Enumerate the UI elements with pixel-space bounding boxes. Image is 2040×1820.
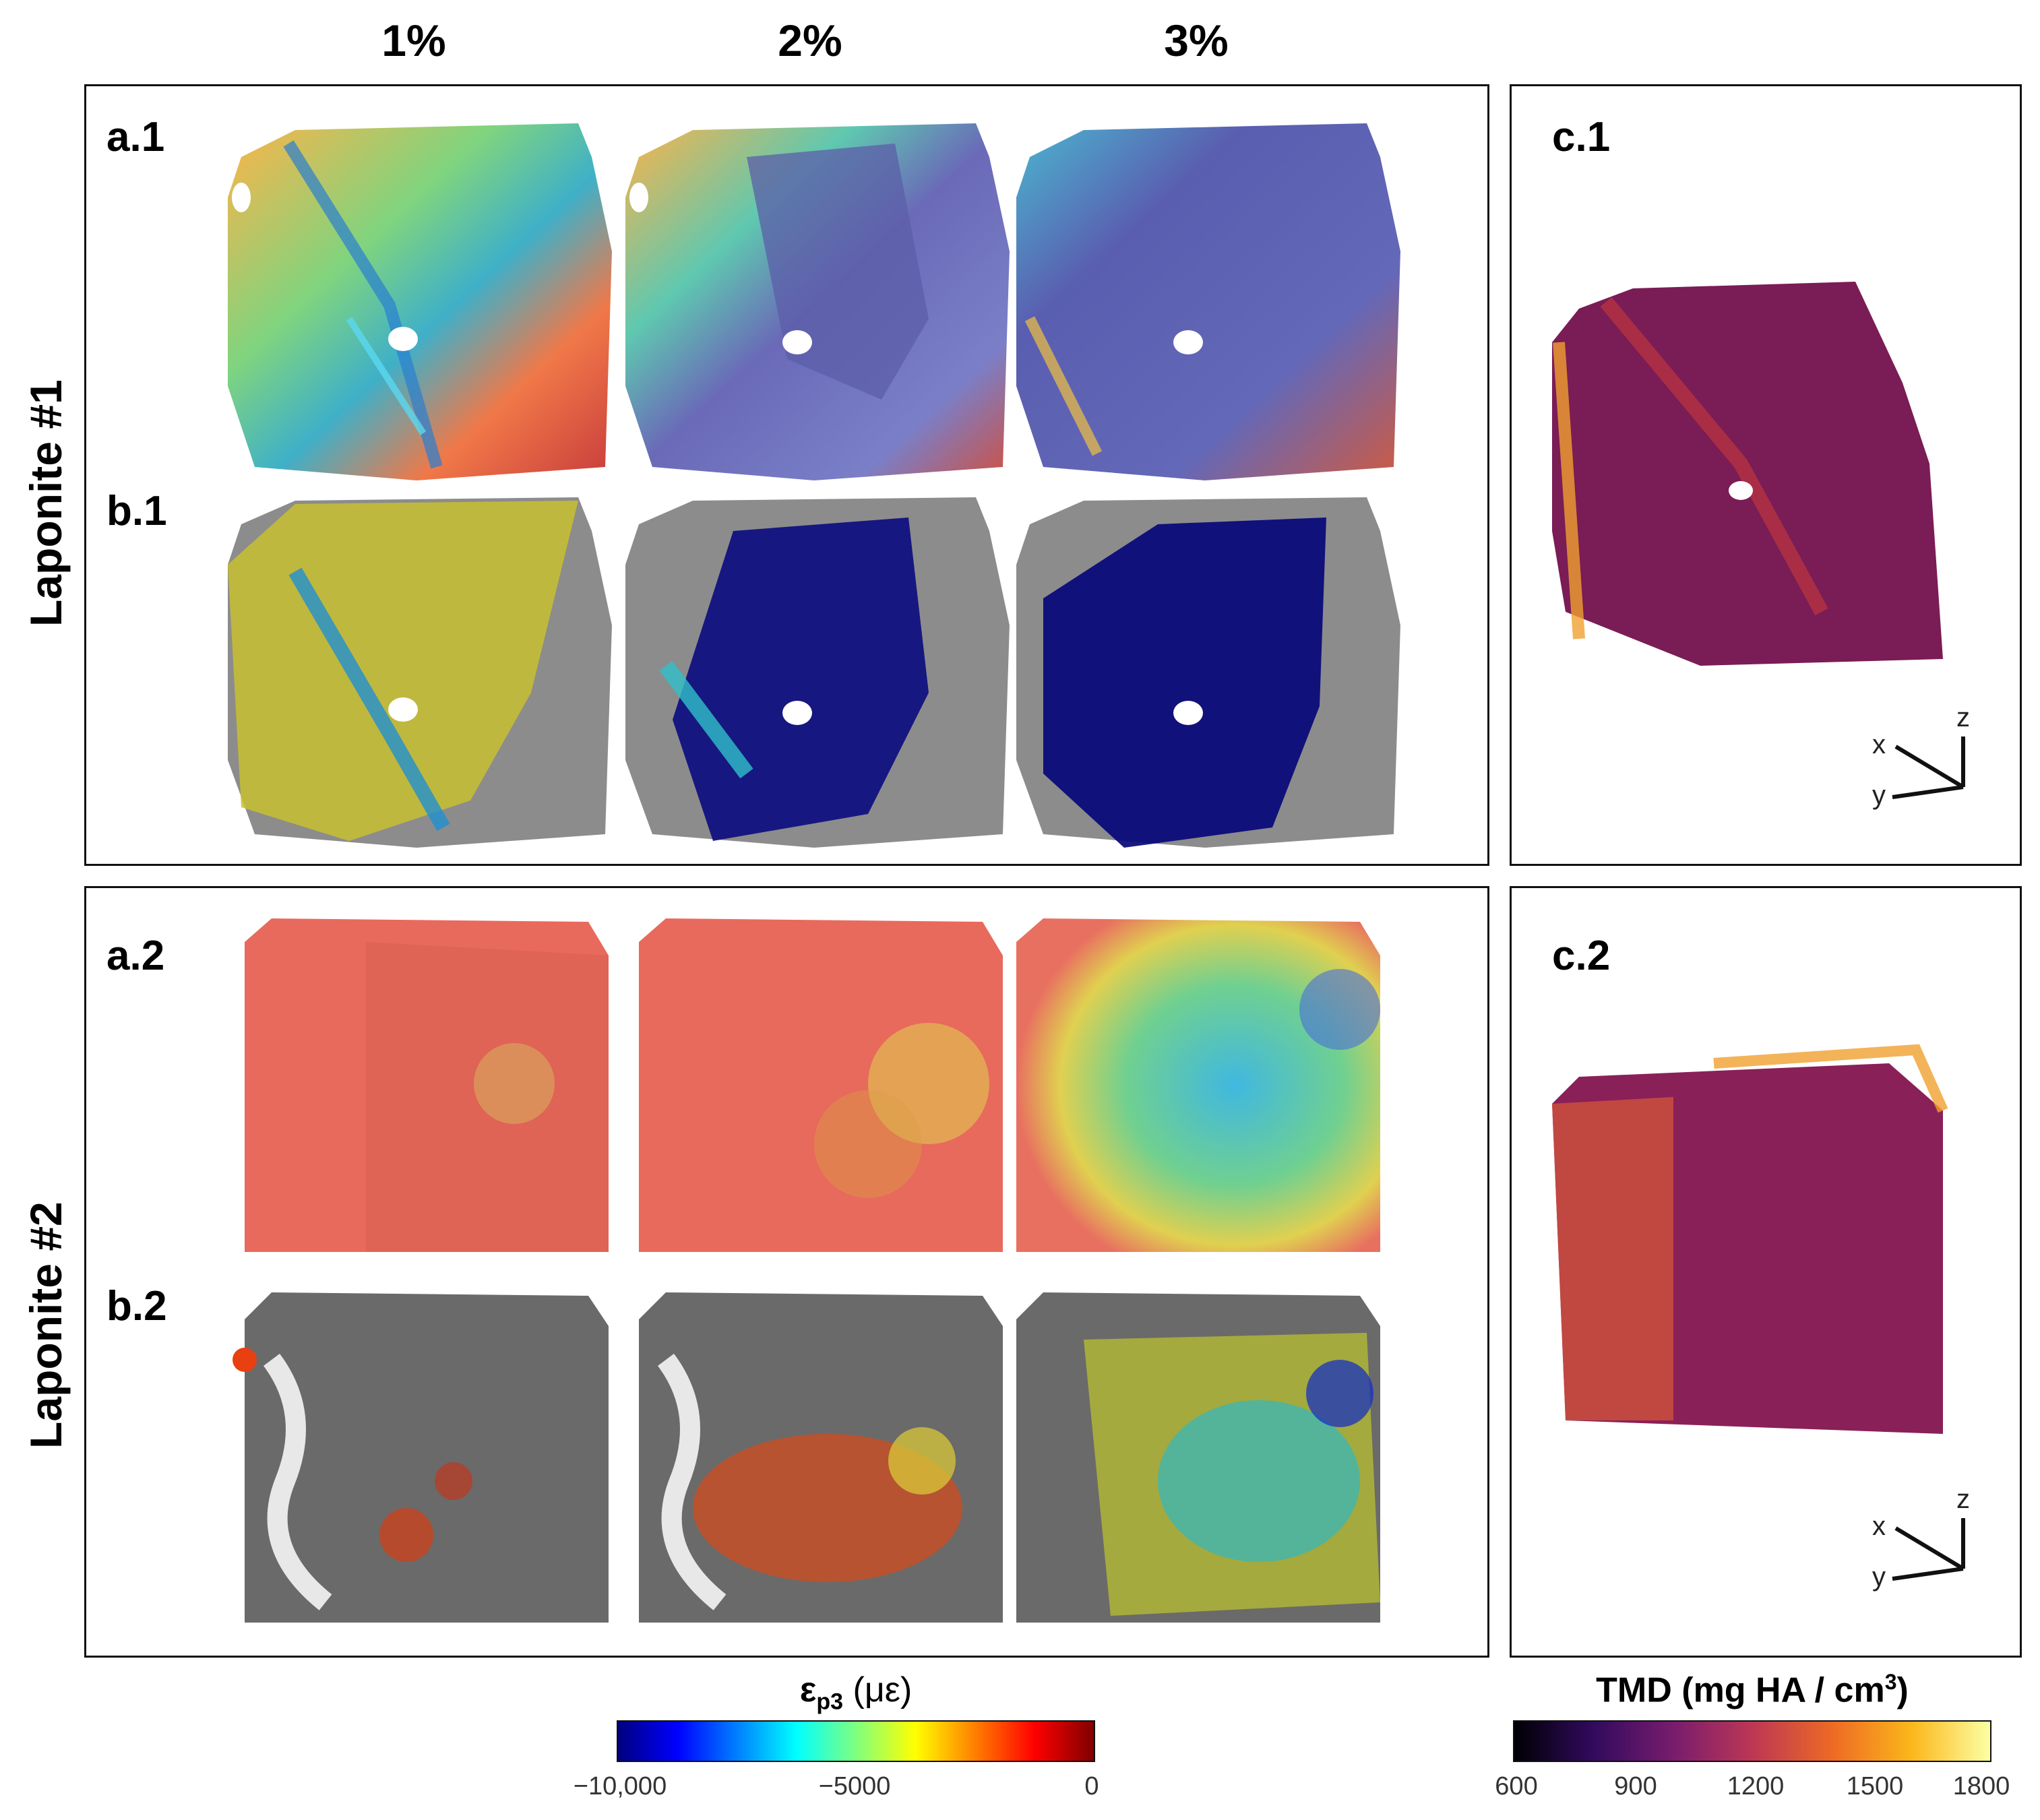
- tmd-tick-1500: 1500: [1846, 1772, 1904, 1800]
- axis-label-x: x: [1872, 730, 1886, 759]
- axis-triad-c1: z x y: [1855, 699, 2004, 814]
- column-header-1pct: 1%: [381, 15, 446, 65]
- axis-label-z: z: [1956, 1484, 1970, 1514]
- panel-tmd-1: c.1 z x y: [1510, 84, 2022, 866]
- panel-label-a1: a.1: [106, 114, 165, 160]
- tmd-title-text: TMD (mg HA / cm: [1596, 1670, 1885, 1710]
- axis-label-x: x: [1872, 1511, 1886, 1541]
- row-header-laponite-1: Laponite #1: [21, 379, 71, 627]
- strain-tick-mid: −5000: [818, 1772, 891, 1800]
- axis-label-y: y: [1872, 1562, 1886, 1592]
- bone-render-a2-3pct: [1003, 902, 1387, 1265]
- bone-render-b2-2pct: [625, 1279, 1010, 1636]
- tmd-title-superscript: 3: [1884, 1670, 1897, 1694]
- tmd-tick-1800: 1800: [1952, 1772, 2010, 1800]
- bone-render-c2-tmd: [1539, 1023, 1970, 1454]
- tmd-tick-900: 900: [1614, 1772, 1657, 1800]
- bone-render-a1-3pct: [1003, 117, 1407, 487]
- tmd-title-close: ): [1896, 1670, 1909, 1710]
- panel-label-c2: c.2: [1552, 933, 1611, 979]
- panel-label-a2: a.2: [106, 933, 165, 979]
- tmd-colorbar: TMD (mg HA / cm3) 600 900 1200 1500 1800: [1495, 1670, 2010, 1811]
- bone-render-a2-1pct: [231, 902, 615, 1265]
- bone-render-b1-2pct: [612, 491, 1016, 854]
- strain-tick-max: 0: [1084, 1772, 1099, 1800]
- tmd-tick-600: 600: [1495, 1772, 1538, 1800]
- panel-label-c1: c.1: [1552, 114, 1611, 160]
- bone-render-b2-3pct: [1003, 1279, 1387, 1636]
- bone-render-b1-3pct: [1003, 491, 1407, 854]
- axis-label-z: z: [1956, 703, 1970, 732]
- strain-colorbar-title: εp3 (με): [613, 1670, 1099, 1715]
- bone-render-c1-tmd: [1539, 261, 1970, 679]
- tmd-colorbar-gradient: [1513, 1720, 1991, 1762]
- strain-colorbar-gradient: [617, 1720, 1095, 1762]
- strain-colorbar: εp3 (με) −10,000 −5000 0: [574, 1670, 1099, 1811]
- row-header-laponite-2: Laponite #2: [21, 1201, 71, 1449]
- tmd-tick-1200: 1200: [1727, 1772, 1785, 1800]
- strain-tick-min: −10,000: [573, 1772, 667, 1800]
- axis-label-y: y: [1872, 780, 1886, 810]
- tmd-colorbar-title: TMD (mg HA / cm3): [1510, 1670, 1995, 1710]
- column-header-2pct: 2%: [778, 15, 842, 65]
- bone-render-b1-1pct: [214, 491, 619, 854]
- bone-render-a1-1pct: [214, 117, 619, 487]
- bone-render-a1-2pct: [612, 117, 1016, 487]
- bone-render-b2-1pct: [231, 1279, 615, 1636]
- strain-symbol: ε: [799, 1670, 817, 1709]
- column-header-3pct: 3%: [1164, 15, 1229, 65]
- axis-triad-c2: z x y: [1855, 1481, 2004, 1596]
- panel-laponite-2: a.2 b.2: [84, 886, 1489, 1658]
- panel-tmd-2: c.2 z x y: [1510, 886, 2022, 1658]
- bone-render-a2-2pct: [625, 902, 1010, 1265]
- panel-label-b1: b.1: [106, 488, 167, 534]
- panel-laponite-1: a.1 b.1: [84, 84, 1489, 866]
- strain-unit: (με): [843, 1670, 913, 1709]
- strain-subscript: p3: [816, 1689, 844, 1715]
- panel-label-b2: b.2: [106, 1283, 167, 1329]
